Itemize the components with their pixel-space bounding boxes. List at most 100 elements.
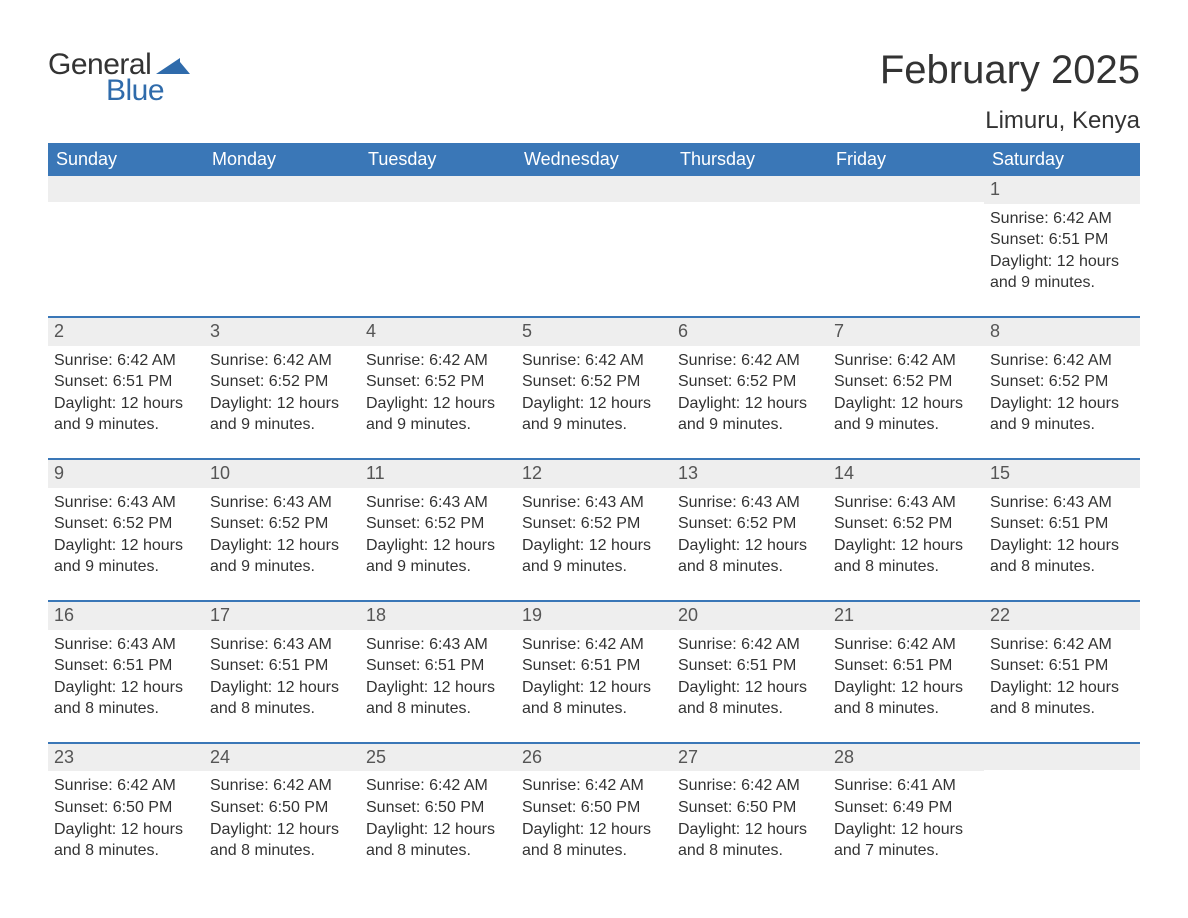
day-body: Sunrise: 6:43 AMSunset: 6:52 PMDaylight:… (516, 488, 672, 600)
sunset-line: Sunset: 6:52 PM (834, 371, 978, 393)
sunrise-line: Sunrise: 6:42 AM (54, 350, 198, 372)
sunrise-line: Sunrise: 6:42 AM (678, 350, 822, 372)
day-number: 11 (360, 460, 516, 488)
sunset-line: Sunset: 6:52 PM (522, 371, 666, 393)
day-number: 27 (672, 744, 828, 772)
daylight-line: Daylight: 12 hours and 9 minutes. (210, 393, 354, 436)
day-cell: 4Sunrise: 6:42 AMSunset: 6:52 PMDaylight… (360, 318, 516, 458)
week-row: 9Sunrise: 6:43 AMSunset: 6:52 PMDaylight… (48, 458, 1140, 600)
day-number: 17 (204, 602, 360, 630)
day-number: 28 (828, 744, 984, 772)
weekday-header: Wednesday (516, 143, 672, 176)
daylight-line: Daylight: 12 hours and 8 minutes. (366, 677, 510, 720)
day-body: Sunrise: 6:42 AMSunset: 6:51 PMDaylight:… (828, 630, 984, 742)
day-body (204, 202, 360, 228)
sunset-line: Sunset: 6:50 PM (678, 797, 822, 819)
day-number (360, 176, 516, 202)
daylight-line: Daylight: 12 hours and 8 minutes. (210, 819, 354, 862)
header: General Blue February 2025 Limuru, Kenya (48, 48, 1140, 135)
day-cell (516, 176, 672, 316)
day-number (204, 176, 360, 202)
day-body: Sunrise: 6:42 AMSunset: 6:52 PMDaylight:… (204, 346, 360, 458)
day-body: Sunrise: 6:42 AMSunset: 6:50 PMDaylight:… (672, 771, 828, 883)
day-number: 16 (48, 602, 204, 630)
sunset-line: Sunset: 6:51 PM (54, 371, 198, 393)
sunset-line: Sunset: 6:52 PM (678, 513, 822, 535)
sunrise-line: Sunrise: 6:42 AM (834, 350, 978, 372)
daylight-line: Daylight: 12 hours and 9 minutes. (678, 393, 822, 436)
day-cell: 19Sunrise: 6:42 AMSunset: 6:51 PMDayligh… (516, 602, 672, 742)
day-number: 12 (516, 460, 672, 488)
sunset-line: Sunset: 6:51 PM (54, 655, 198, 677)
day-cell: 9Sunrise: 6:43 AMSunset: 6:52 PMDaylight… (48, 460, 204, 600)
day-number: 21 (828, 602, 984, 630)
daylight-line: Daylight: 12 hours and 8 minutes. (834, 535, 978, 578)
sunrise-line: Sunrise: 6:43 AM (210, 492, 354, 514)
day-number: 13 (672, 460, 828, 488)
day-number: 20 (672, 602, 828, 630)
day-cell: 3Sunrise: 6:42 AMSunset: 6:52 PMDaylight… (204, 318, 360, 458)
day-body (516, 202, 672, 228)
day-cell: 1Sunrise: 6:42 AMSunset: 6:51 PMDaylight… (984, 176, 1140, 316)
day-body: Sunrise: 6:43 AMSunset: 6:51 PMDaylight:… (360, 630, 516, 742)
day-body: Sunrise: 6:42 AMSunset: 6:51 PMDaylight:… (984, 630, 1140, 742)
sunrise-line: Sunrise: 6:42 AM (210, 775, 354, 797)
month-title: February 2025 (880, 48, 1140, 93)
daylight-line: Daylight: 12 hours and 8 minutes. (678, 819, 822, 862)
day-cell: 14Sunrise: 6:43 AMSunset: 6:52 PMDayligh… (828, 460, 984, 600)
day-number: 3 (204, 318, 360, 346)
sunrise-line: Sunrise: 6:42 AM (522, 634, 666, 656)
daylight-line: Daylight: 12 hours and 8 minutes. (366, 819, 510, 862)
day-cell: 20Sunrise: 6:42 AMSunset: 6:51 PMDayligh… (672, 602, 828, 742)
sunset-line: Sunset: 6:51 PM (366, 655, 510, 677)
day-cell: 17Sunrise: 6:43 AMSunset: 6:51 PMDayligh… (204, 602, 360, 742)
day-number (672, 176, 828, 202)
day-cell (672, 176, 828, 316)
day-cell: 18Sunrise: 6:43 AMSunset: 6:51 PMDayligh… (360, 602, 516, 742)
calendar: SundayMondayTuesdayWednesdayThursdayFrid… (48, 143, 1140, 884)
day-cell: 6Sunrise: 6:42 AMSunset: 6:52 PMDaylight… (672, 318, 828, 458)
daylight-line: Daylight: 12 hours and 9 minutes. (366, 535, 510, 578)
day-body: Sunrise: 6:42 AMSunset: 6:50 PMDaylight:… (516, 771, 672, 883)
sunset-line: Sunset: 6:50 PM (210, 797, 354, 819)
day-cell: 16Sunrise: 6:43 AMSunset: 6:51 PMDayligh… (48, 602, 204, 742)
weekday-header: Saturday (984, 143, 1140, 176)
day-body: Sunrise: 6:42 AMSunset: 6:52 PMDaylight:… (984, 346, 1140, 458)
daylight-line: Daylight: 12 hours and 8 minutes. (522, 819, 666, 862)
sunset-line: Sunset: 6:51 PM (522, 655, 666, 677)
day-cell (204, 176, 360, 316)
day-cell (984, 744, 1140, 884)
sunset-line: Sunset: 6:50 PM (522, 797, 666, 819)
sunrise-line: Sunrise: 6:43 AM (366, 634, 510, 656)
day-body: Sunrise: 6:42 AMSunset: 6:51 PMDaylight:… (48, 346, 204, 458)
day-body: Sunrise: 6:43 AMSunset: 6:51 PMDaylight:… (48, 630, 204, 742)
sunset-line: Sunset: 6:52 PM (678, 371, 822, 393)
day-cell: 27Sunrise: 6:42 AMSunset: 6:50 PMDayligh… (672, 744, 828, 884)
day-cell: 12Sunrise: 6:43 AMSunset: 6:52 PMDayligh… (516, 460, 672, 600)
day-cell: 21Sunrise: 6:42 AMSunset: 6:51 PMDayligh… (828, 602, 984, 742)
sunrise-line: Sunrise: 6:42 AM (210, 350, 354, 372)
sunrise-line: Sunrise: 6:42 AM (366, 350, 510, 372)
day-number: 19 (516, 602, 672, 630)
day-number (984, 744, 1140, 770)
day-number: 23 (48, 744, 204, 772)
sunrise-line: Sunrise: 6:43 AM (54, 634, 198, 656)
day-cell: 11Sunrise: 6:43 AMSunset: 6:52 PMDayligh… (360, 460, 516, 600)
day-body: Sunrise: 6:43 AMSunset: 6:52 PMDaylight:… (204, 488, 360, 600)
sunset-line: Sunset: 6:51 PM (990, 229, 1134, 251)
sunset-line: Sunset: 6:51 PM (210, 655, 354, 677)
daylight-line: Daylight: 12 hours and 8 minutes. (210, 677, 354, 720)
week-row: 23Sunrise: 6:42 AMSunset: 6:50 PMDayligh… (48, 742, 1140, 884)
sunrise-line: Sunrise: 6:42 AM (990, 208, 1134, 230)
day-cell: 5Sunrise: 6:42 AMSunset: 6:52 PMDaylight… (516, 318, 672, 458)
day-number: 9 (48, 460, 204, 488)
day-body: Sunrise: 6:42 AMSunset: 6:51 PMDaylight:… (516, 630, 672, 742)
day-body (984, 770, 1140, 796)
day-cell: 22Sunrise: 6:42 AMSunset: 6:51 PMDayligh… (984, 602, 1140, 742)
sunset-line: Sunset: 6:52 PM (366, 371, 510, 393)
day-cell: 8Sunrise: 6:42 AMSunset: 6:52 PMDaylight… (984, 318, 1140, 458)
day-body: Sunrise: 6:41 AMSunset: 6:49 PMDaylight:… (828, 771, 984, 883)
day-cell: 2Sunrise: 6:42 AMSunset: 6:51 PMDaylight… (48, 318, 204, 458)
day-number (48, 176, 204, 202)
daylight-line: Daylight: 12 hours and 9 minutes. (522, 535, 666, 578)
